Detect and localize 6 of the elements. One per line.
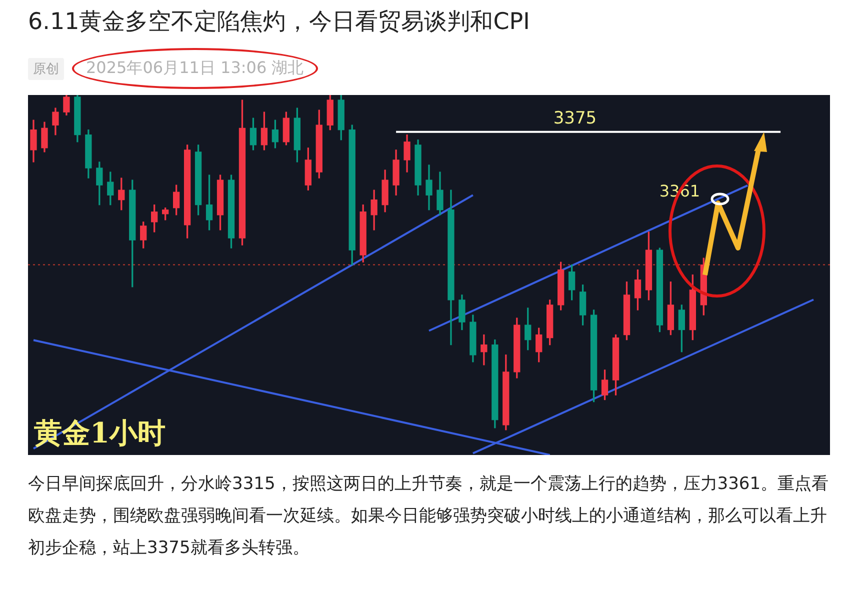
chart-title: 6.11黄金多空不定陷焦灼，今日看贸易谈判和CPI <box>28 8 530 37</box>
text: 原创 <box>28 58 64 80</box>
chart-subtitle: 2025年06月11日 13:06 湖北 <box>86 58 304 77</box>
annotation: 3375 <box>553 108 597 128</box>
text: 今日早间探底回升，分水岭3315，按照这两日的上升节奏，就是一个震荡上行的趋势，压力3361。重点看欧盘走势，围绕欧盘强弱晚间看一次延续。如果今日能够强势突破小时线上的小通道结构，那么可以看上升初步企稳，站上3375就看多头转强。 <box>28 473 830 560</box>
annotation: 黄金1小时 <box>33 416 166 450</box>
